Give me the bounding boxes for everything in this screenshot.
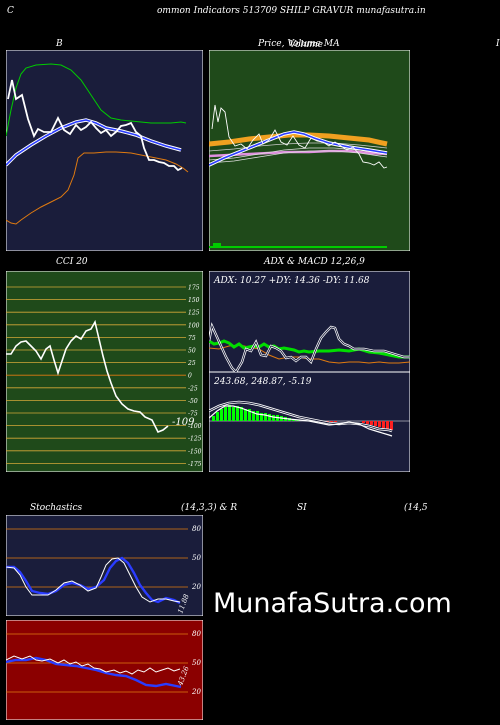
stoch-d-line xyxy=(6,556,181,605)
macd-values-text: 243.68, 248.87, -5.19 xyxy=(213,377,312,387)
bollinger-chart xyxy=(4,49,204,252)
price-ma-title-overlap: Volume Volume xyxy=(287,39,323,50)
bollinger-price-line xyxy=(7,79,183,172)
cci-tick-label: -25 xyxy=(188,385,198,392)
cci-tick-label: 50 xyxy=(188,348,196,355)
cci-tick-label: 150 xyxy=(188,297,200,304)
cci-tick-label: 0 xyxy=(188,373,192,380)
stoch-tick-80: 80 xyxy=(192,525,201,533)
price-ma-chart xyxy=(208,49,411,252)
cci-tick-label: -75 xyxy=(188,411,198,418)
bollinger-lower-band xyxy=(5,151,189,225)
price-ma-title-prefix: Price, xyxy=(258,39,285,49)
header-c-letter: C xyxy=(7,6,14,16)
header-right-letter: I xyxy=(496,39,500,49)
adx-macd-title: ADX & MACD 12,26,9 xyxy=(264,257,365,267)
ma-white-2 xyxy=(208,150,388,164)
adx-chart: ADX: 10.27 +DY: 14.36 -DY: 11.68 xyxy=(207,270,411,374)
adx-values-text: ADX: 10.27 +DY: 14.36 -DY: 11.68 xyxy=(213,276,370,286)
macd-line xyxy=(208,405,393,437)
cci-tick-label: -100 xyxy=(188,423,202,430)
stochastics-params: (14,3,3) & R xyxy=(181,503,238,513)
cci-tick-label: 75 xyxy=(188,335,196,342)
rsi-title: SI xyxy=(297,503,307,513)
cci-title: CCI 20 xyxy=(56,257,88,267)
cci-tick-label: 25 xyxy=(187,360,196,367)
ma-white-3 xyxy=(208,142,388,152)
cci-tick-label: 175 xyxy=(188,285,200,292)
cci-chart: 175 150 125 100 75 50 25 0 -25 -50 -75 -100 -125 -150… xyxy=(5,270,204,473)
stoch-tick-50: 50 xyxy=(192,554,201,562)
rsi-tick-20: 20 xyxy=(191,688,201,696)
ma-blue xyxy=(208,131,388,166)
bollinger-title: B xyxy=(56,39,63,49)
ma-orange-thick xyxy=(208,132,388,147)
cci-tick-label: -175 xyxy=(188,461,202,468)
macd-chart: 243.68, 248.87, -5.19 xyxy=(208,371,411,473)
price-line xyxy=(211,104,388,169)
rsi-params: (14,5 xyxy=(404,503,428,513)
bollinger-upper-band xyxy=(5,63,187,137)
stochastics-title: Stochastics xyxy=(30,503,83,513)
cci-tick-label: 125 xyxy=(188,310,200,317)
cci-tick-label: -150 xyxy=(188,448,202,455)
cci-tick-label: -125 xyxy=(188,436,202,443)
price-ma-title: Price, Volume Volume MA xyxy=(258,39,340,50)
price-ma-title-suffix: MA xyxy=(323,39,340,49)
rsi-tick-50: 50 xyxy=(192,659,201,667)
stoch-k-line xyxy=(5,557,181,603)
cci-tick-label: 100 xyxy=(188,322,200,329)
rsi-white-line xyxy=(5,655,181,675)
cci-tick-label: -50 xyxy=(188,398,198,405)
rsi-chart: 80 50 20 43.26 xyxy=(5,619,204,721)
stoch-tick-20: 20 xyxy=(191,583,201,591)
stochastics-chart: 80 50 20 11.88 xyxy=(5,514,204,617)
cci-line xyxy=(6,319,169,434)
rsi-tick-80: 80 xyxy=(192,630,201,638)
watermark-logo: MunafaSutra.com xyxy=(213,588,452,619)
volume-bar xyxy=(213,243,221,247)
page-title: ommon Indicators 513709 SHILP GRAVUR mun… xyxy=(157,6,426,16)
rsi-blue-line xyxy=(5,656,182,689)
cci-current-value: -109 xyxy=(172,417,195,428)
macd-signal xyxy=(208,401,393,432)
